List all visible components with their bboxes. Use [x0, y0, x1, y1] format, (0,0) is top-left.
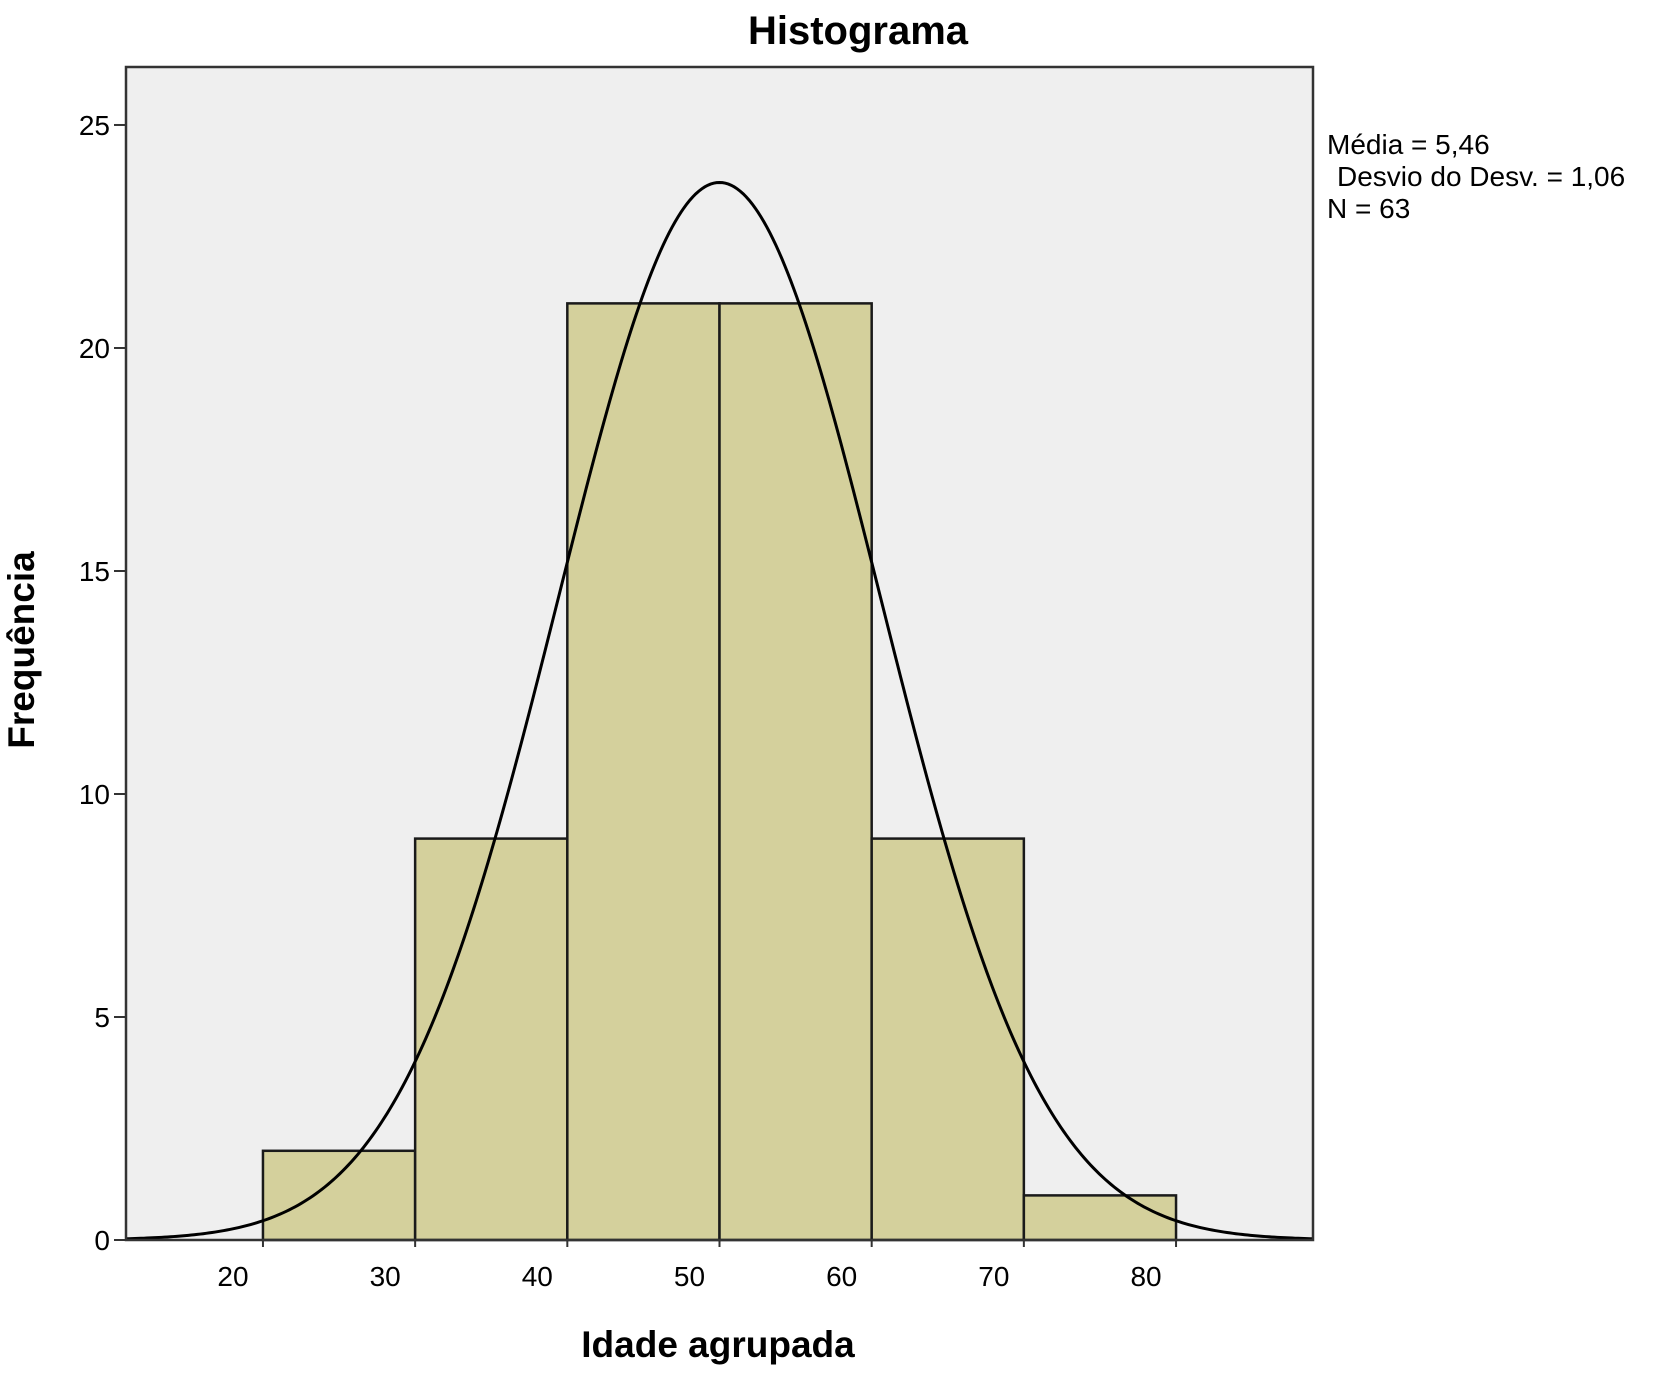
- y-tick-label: 10: [79, 779, 110, 810]
- histogram-bar-30-40: [413, 837, 569, 1242]
- x-tick-label: 60: [826, 1261, 857, 1292]
- x-tick-label: 70: [978, 1261, 1009, 1292]
- y-tick-label: 5: [94, 1002, 110, 1033]
- stat-n: N = 63: [1327, 193, 1410, 224]
- x-axis: 20 30 40 50 60 70 80: [217, 1240, 1178, 1292]
- histogram-bar-60-70: [870, 837, 1026, 1242]
- histogram-bar-70-80: [1022, 1194, 1178, 1242]
- y-axis: 0 5 10 15 20 25: [79, 110, 126, 1256]
- normal-curve: [125, 180, 1314, 1241]
- bars-layer: [261, 302, 1178, 1242]
- y-tick-label: 20: [79, 333, 110, 364]
- histogram-bar-50-60: [718, 302, 873, 1242]
- y-tick-label: 0: [94, 1225, 110, 1256]
- x-tick-label: 30: [370, 1261, 401, 1292]
- stat-sd: Desvio do Desv. = 1,06: [1337, 161, 1625, 192]
- x-tick-label: 20: [217, 1261, 248, 1292]
- histogram-bar-20-30: [261, 1149, 417, 1242]
- x-axis-title: Idade agrupada: [581, 1324, 855, 1365]
- x-tick-label: 50: [674, 1261, 705, 1292]
- stat-mean: Média = 5,46: [1327, 129, 1490, 160]
- x-tick-label: 40: [522, 1261, 553, 1292]
- y-tick-label: 15: [79, 556, 110, 587]
- histogram-bar-40-50: [566, 302, 721, 1242]
- y-tick-label: 25: [79, 110, 110, 141]
- chart-title: Histograma: [748, 9, 969, 53]
- y-axis-title: Frequência: [1, 551, 42, 749]
- x-tick-label: 80: [1130, 1261, 1161, 1292]
